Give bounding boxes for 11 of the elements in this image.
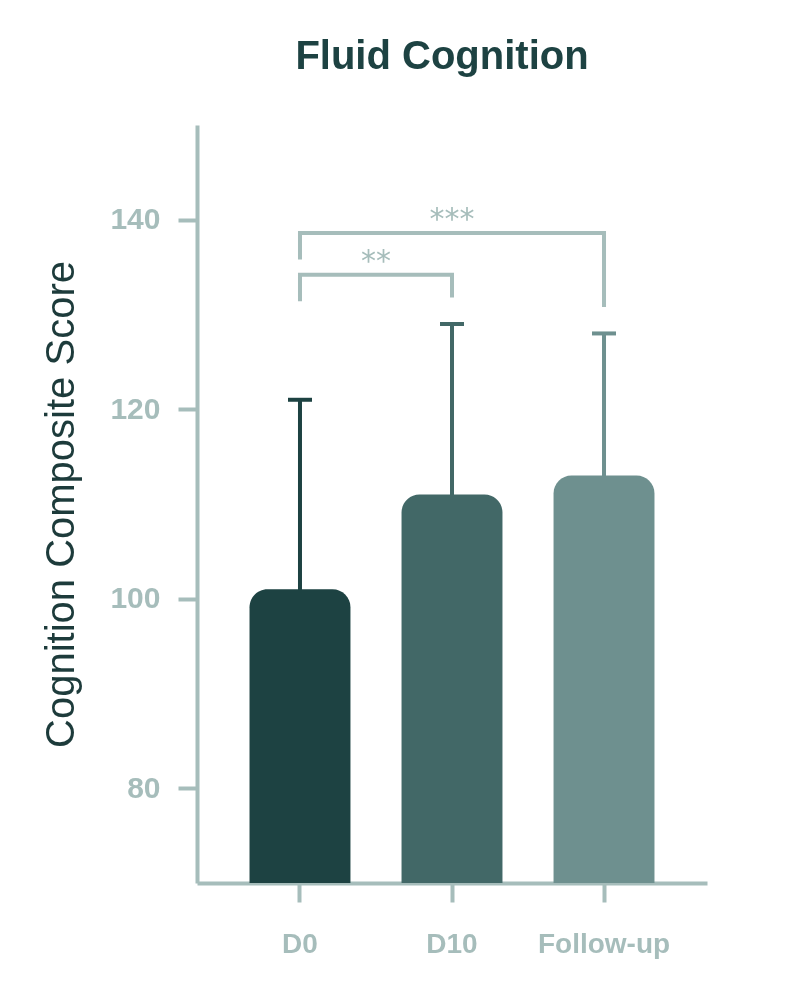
annotation: *** (429, 201, 475, 237)
y-tick-label: 140 (110, 202, 161, 236)
y-tick-label: 120 (110, 391, 161, 425)
x-tick-label: D0 (282, 927, 318, 959)
y-tick-label: 100 (110, 581, 161, 615)
annotation: ** (360, 242, 391, 278)
y-tick-label: 80 (127, 770, 161, 804)
chart-title: Fluid Cognition (295, 33, 589, 77)
x-tick-label: Follow-up (537, 927, 671, 959)
y-axis-title: Cognition Composite Score (38, 261, 83, 748)
x-tick-label: D10 (426, 927, 478, 959)
